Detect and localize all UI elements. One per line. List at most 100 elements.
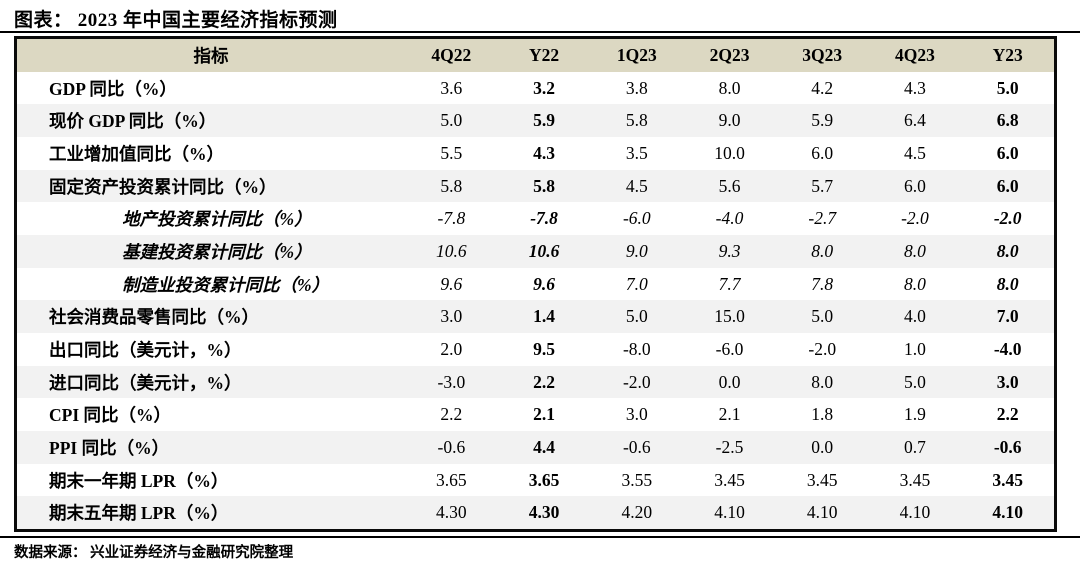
cell-value: 15.0 <box>714 306 745 327</box>
table-row: 期末一年期 LPR（%） 3.65 3.65 3.55 3.45 3.45 3.45 3.45 <box>17 463 1054 497</box>
table-row: 进口同比（美元计，%） -3.0 2.2 -2.0 0.0 8.0 5.0 3.0 <box>17 365 1054 399</box>
cell-value: -6.0 <box>622 208 651 229</box>
cell-value: 9.6 <box>533 273 556 294</box>
cell-value: -0.6 <box>622 436 651 457</box>
cell-value: 9.5 <box>533 338 556 359</box>
footer-divider-rule <box>0 536 1080 538</box>
cell-value: 1.8 <box>811 404 834 425</box>
cell-value: 1.0 <box>904 338 926 359</box>
row-label: 现价 GDP 同比（%） <box>49 111 217 132</box>
cell-value: -2.0 <box>993 208 1022 229</box>
cell-value: 6.0 <box>811 142 834 163</box>
figure-title: 图表： 2023 年中国主要经济指标预测 <box>14 10 338 31</box>
cell-value: 0.0 <box>718 371 741 392</box>
table-header-row: 指标 4Q22 Y22 1Q23 2Q23 3Q23 4Q23 Y23 <box>17 39 1054 72</box>
cell-value: 3.45 <box>992 469 1023 490</box>
cell-value: 2.2 <box>996 404 1019 425</box>
cell-value: 9.0 <box>625 240 648 261</box>
cell-value: 4.3 <box>533 142 556 163</box>
header-cell-period: Y23 <box>992 44 1023 65</box>
cell-value: 4.10 <box>806 502 838 523</box>
row-label: GDP 同比（%） <box>49 78 177 99</box>
cell-value: 3.55 <box>621 469 653 490</box>
row-label: 基建投资累计同比（%） <box>122 241 312 262</box>
cell-value: 8.0 <box>811 240 834 261</box>
row-label: 社会消费品零售同比（%） <box>49 307 259 328</box>
row-label: 出口同比（美元计，%） <box>49 339 242 360</box>
economic-indicators-table: 指标 4Q22 Y22 1Q23 2Q23 3Q23 4Q23 Y23 GDP 同比（%） 3.… <box>14 36 1057 532</box>
cell-value: -8.0 <box>622 338 651 359</box>
row-label: PPI 同比（%） <box>49 437 170 458</box>
cell-value: -2.0 <box>622 371 651 392</box>
cell-value: 4.5 <box>625 175 648 196</box>
cell-value: 3.2 <box>533 77 556 98</box>
cell-value: 4.30 <box>528 502 560 523</box>
cell-value: 3.65 <box>528 469 560 490</box>
cell-value: 3.45 <box>899 469 931 490</box>
cell-value: 5.0 <box>904 371 926 392</box>
cell-value: 4.4 <box>533 436 556 457</box>
cell-value: 7.0 <box>625 273 648 294</box>
cell-value: -4.0 <box>715 208 744 229</box>
cell-value: 3.65 <box>436 469 467 490</box>
cell-value: 6.0 <box>996 142 1019 163</box>
row-label: CPI 同比（%） <box>49 405 172 426</box>
cell-value: 3.45 <box>806 469 838 490</box>
table-row: 期末五年期 LPR（%） 4.30 4.30 4.20 4.10 4.10 4.10 4.10 <box>17 496 1054 530</box>
cell-value: 0.0 <box>811 436 834 457</box>
cell-value: -0.6 <box>993 436 1022 457</box>
table-row: 制造业投资累计同比（%） 9.6 9.6 7.0 7.7 7.8 8.0 8.0 <box>17 267 1054 301</box>
cell-value: 4.0 <box>904 306 926 327</box>
cell-value: 6.0 <box>996 175 1019 196</box>
cell-value: 7.0 <box>996 306 1019 327</box>
cell-value: 6.0 <box>904 175 926 196</box>
cell-value: 5.5 <box>440 142 463 163</box>
cell-value: 5.0 <box>625 306 648 327</box>
cell-value: 10.6 <box>528 240 560 261</box>
table-row: 固定资产投资累计同比（%） 5.8 5.8 4.5 5.6 5.7 6.0 6.0 <box>17 169 1054 203</box>
cell-value: 8.0 <box>996 240 1019 261</box>
cell-value: 2.2 <box>440 404 463 425</box>
cell-value: 5.0 <box>440 110 463 131</box>
cell-value: 4.5 <box>904 142 926 163</box>
cell-value: 1.4 <box>533 306 556 327</box>
cell-value: 0.7 <box>904 436 926 457</box>
cell-value: 8.0 <box>996 273 1019 294</box>
cell-value: 5.8 <box>533 175 556 196</box>
cell-value: 8.0 <box>718 77 741 98</box>
cell-value: 5.0 <box>996 77 1019 98</box>
cell-value: 2.1 <box>533 404 556 425</box>
cell-value: 2.2 <box>533 371 556 392</box>
cell-value: 5.9 <box>533 110 556 131</box>
cell-value: 3.6 <box>440 77 463 98</box>
cell-value: 2.1 <box>718 404 741 425</box>
cell-value: 4.2 <box>811 77 834 98</box>
cell-value: 3.0 <box>625 404 648 425</box>
table-row: 出口同比（美元计，%） 2.0 9.5 -8.0 -6.0 -2.0 1.0 -4.0 <box>17 333 1054 366</box>
cell-value: 3.0 <box>996 371 1019 392</box>
cell-value: 1.9 <box>904 404 926 425</box>
table-row: 地产投资累计同比（%） -7.8 -7.8 -6.0 -4.0 -2.7 -2.0 -2.0 <box>17 202 1054 236</box>
cell-value: -6.0 <box>715 338 744 359</box>
row-label: 地产投资累计同比（%） <box>122 209 312 230</box>
table-row: 社会消费品零售同比（%） 3.0 1.4 5.0 15.0 5.0 4.0 7.0 <box>17 300 1054 334</box>
cell-value: 2.0 <box>440 338 463 359</box>
header-cell-period: Y22 <box>529 44 560 65</box>
cell-value: 8.0 <box>811 371 834 392</box>
cell-value: -4.0 <box>993 338 1022 359</box>
cell-value: -2.5 <box>715 436 744 457</box>
cell-value: -2.0 <box>808 338 837 359</box>
cell-value: 5.8 <box>625 110 648 131</box>
cell-value: 3.5 <box>625 142 648 163</box>
cell-value: 5.6 <box>718 175 741 196</box>
cell-value: 9.3 <box>718 240 741 261</box>
row-label: 期末五年期 LPR（%） <box>49 503 229 524</box>
cell-value: -2.7 <box>808 208 837 229</box>
cell-value: 7.8 <box>811 273 834 294</box>
cell-value: -3.0 <box>437 371 466 392</box>
header-cell-period: 4Q23 <box>895 44 935 65</box>
row-label: 工业增加值同比（%） <box>49 143 224 164</box>
cell-value: 5.7 <box>811 175 834 196</box>
cell-value: 3.8 <box>625 77 648 98</box>
header-cell-period: 4Q22 <box>431 44 472 65</box>
